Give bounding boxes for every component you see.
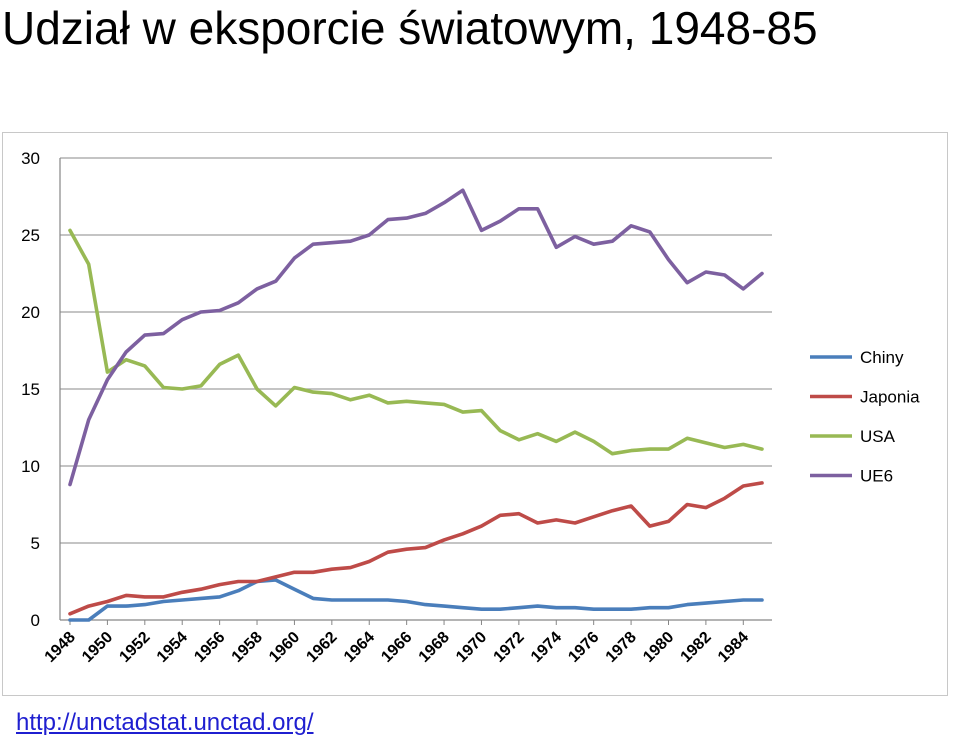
series-line-ue6 xyxy=(68,188,764,487)
x-tick-label: 1970 xyxy=(453,629,490,666)
x-tick-label: 1966 xyxy=(378,629,415,666)
page-title: Udział w eksporcie światowym, 1948-85 xyxy=(2,2,818,54)
series-line-chiny xyxy=(68,578,764,622)
x-tick-label: 1968 xyxy=(416,629,453,666)
x-tick-label: 1976 xyxy=(565,629,602,666)
y-tick-label: 5 xyxy=(31,534,40,553)
x-tick-label: 1980 xyxy=(640,629,677,666)
y-tick-labels: 0 5 10 15 20 25 30 xyxy=(21,149,40,630)
y-tick-label: 15 xyxy=(21,380,40,399)
series-line-usa xyxy=(68,228,764,456)
source-link[interactable]: http://unctadstat.unctad.org/ xyxy=(16,709,314,736)
series-lines xyxy=(68,188,764,622)
x-tick-label: 1978 xyxy=(603,629,640,666)
x-tick-label: 1984 xyxy=(715,629,752,666)
x-tick-label: 1948 xyxy=(42,629,79,666)
gridlines xyxy=(60,157,772,544)
y-tick-label: 25 xyxy=(21,226,40,245)
x-tick-label: 1958 xyxy=(229,629,266,666)
x-tick-label: 1962 xyxy=(303,629,340,666)
x-tick-label: 1960 xyxy=(266,629,303,666)
legend-label: UE6 xyxy=(860,467,893,486)
y-tick-label: 30 xyxy=(21,149,40,168)
y-tick-label: 10 xyxy=(21,457,40,476)
series-line-japonia xyxy=(68,481,764,616)
x-tick-label: 1964 xyxy=(341,629,378,666)
y-tick-label: 0 xyxy=(31,611,40,630)
axes xyxy=(59,158,772,625)
x-tick-labels: 1948 1950 1952 1954 1956 1958 1960 1962 1964 1966… xyxy=(42,629,753,666)
x-tick-label: 1974 xyxy=(528,629,565,666)
legend-label: USA xyxy=(860,427,896,446)
legend: Chiny Japonia USA UE6 xyxy=(810,348,920,486)
y-tick-label: 20 xyxy=(21,303,40,322)
x-tick-label: 1954 xyxy=(154,629,191,666)
x-tick-label: 1956 xyxy=(191,629,228,666)
x-tick-label: 1952 xyxy=(116,629,153,666)
x-tick-label: 1950 xyxy=(79,629,116,666)
legend-label: Japonia xyxy=(860,388,920,407)
x-tick-label: 1972 xyxy=(491,629,528,666)
x-tick-label: 1982 xyxy=(678,629,715,666)
legend-label: Chiny xyxy=(860,348,904,367)
